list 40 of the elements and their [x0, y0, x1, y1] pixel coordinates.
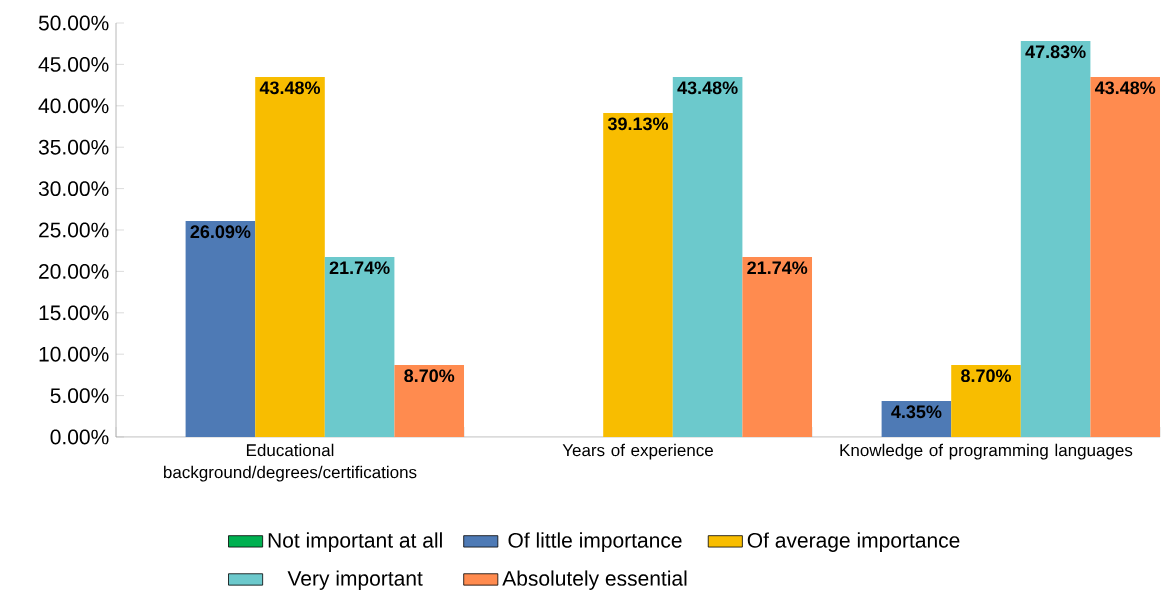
y-tick-label: 20.00% — [39, 263, 109, 279]
y-tick-label: 10.00% — [39, 346, 109, 362]
data-label: 43.48% — [677, 81, 738, 95]
data-label: 43.48% — [1094, 81, 1156, 95]
bar — [742, 256, 813, 437]
data-label: 47.83% — [1025, 45, 1086, 59]
x-tick-label: Knowledge of programming languages — [840, 443, 1133, 460]
bar — [1020, 40, 1091, 437]
data-label: 4.35% — [891, 405, 942, 419]
bar — [255, 76, 325, 437]
bar — [672, 76, 743, 437]
y-tick-label: 45.00% — [38, 56, 109, 72]
bar — [394, 364, 465, 437]
x-tick-label: Years of experience — [562, 443, 713, 460]
y-tick-label: 35.00% — [38, 139, 109, 155]
y-tick-label: 40.00% — [38, 98, 109, 114]
y-tick-label: 25.00% — [39, 222, 109, 238]
y-tick-label: 30.00% — [38, 181, 109, 197]
legend-label: Of little importance — [508, 532, 682, 552]
data-label: 39.13% — [607, 117, 669, 131]
legend-label: Not important at all — [268, 532, 442, 552]
y-tick-label: 5.00% — [50, 388, 109, 404]
data-label: 8.70% — [961, 369, 1012, 383]
y-tick-label: 50.00% — [38, 15, 109, 31]
data-label: 21.74% — [747, 261, 808, 275]
x-tick-label: Educational background/degrees/certifications — [164, 443, 417, 482]
bar — [1090, 76, 1161, 437]
bar — [324, 256, 395, 437]
bar — [603, 113, 673, 437]
legend-label: Of average importance — [747, 532, 960, 552]
bar — [185, 220, 256, 437]
data-label: 43.48% — [259, 81, 321, 95]
y-tick-label: 15.00% — [39, 305, 109, 321]
legend-label: Very important — [287, 570, 423, 590]
data-label: 8.70% — [404, 369, 455, 383]
y-tick-label: 0.00% — [50, 429, 109, 445]
data-label: 21.74% — [329, 261, 390, 275]
bar — [951, 364, 1021, 437]
data-label: 26.09% — [190, 225, 251, 239]
legend-label: Absolutely essential — [502, 570, 687, 590]
